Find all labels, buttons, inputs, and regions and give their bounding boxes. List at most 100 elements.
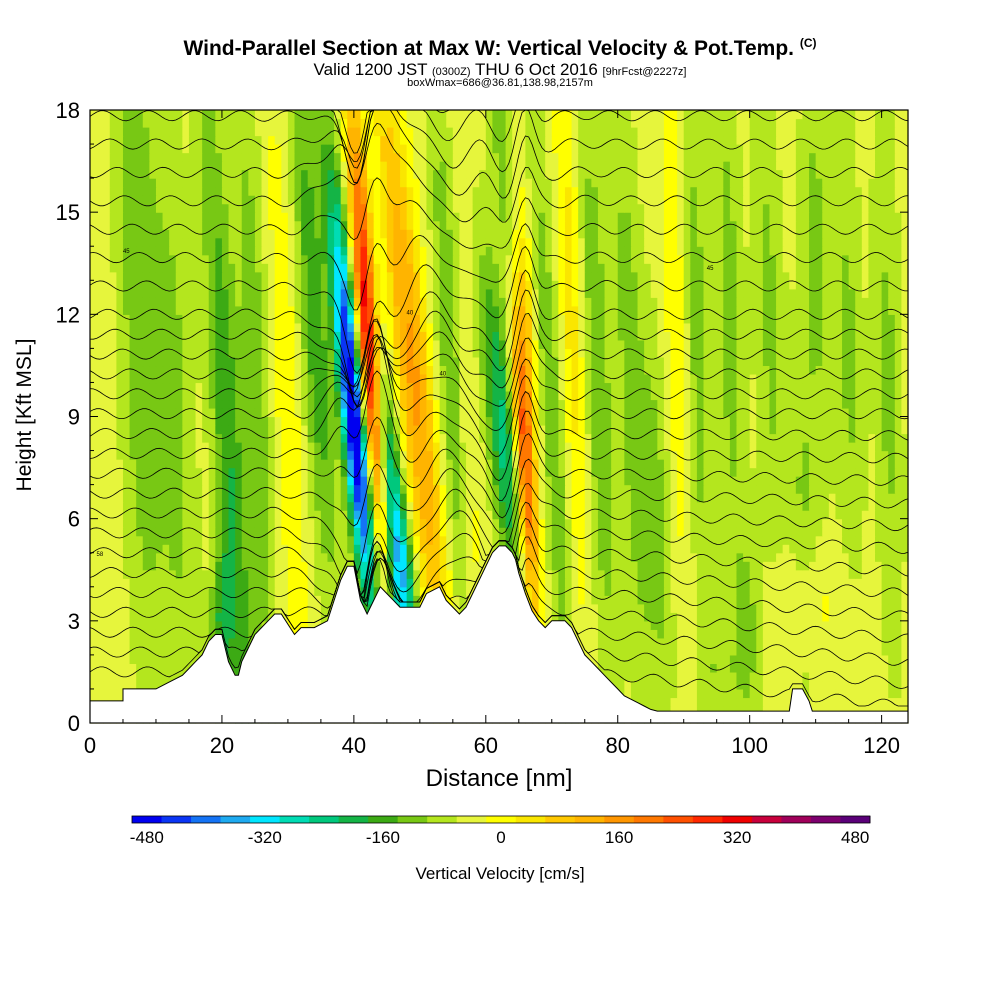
w-cell bbox=[129, 637, 137, 647]
w-cell bbox=[90, 493, 98, 503]
w-cell bbox=[670, 705, 678, 716]
w-cell bbox=[472, 578, 480, 588]
w-cell bbox=[241, 382, 249, 392]
w-cell bbox=[479, 450, 487, 460]
w-cell bbox=[360, 459, 368, 469]
w-cell bbox=[875, 595, 883, 605]
w-cell bbox=[901, 399, 909, 409]
w-cell bbox=[551, 450, 559, 460]
w-cell bbox=[564, 459, 573, 469]
w-cell bbox=[630, 671, 639, 682]
w-cell bbox=[248, 527, 256, 537]
w-cell bbox=[400, 467, 408, 477]
w-cell bbox=[340, 561, 348, 571]
w-cell bbox=[683, 476, 691, 486]
w-cell bbox=[512, 467, 520, 477]
w-cell bbox=[828, 476, 837, 486]
w-cell bbox=[386, 433, 395, 443]
w-cell bbox=[228, 637, 236, 647]
w-cell bbox=[657, 578, 665, 588]
w-cell bbox=[604, 535, 612, 545]
w-cell bbox=[716, 578, 724, 588]
w-cell bbox=[776, 382, 784, 392]
w-cell bbox=[129, 612, 137, 622]
w-cell bbox=[716, 663, 724, 673]
w-cell bbox=[182, 373, 190, 384]
w-cell bbox=[650, 654, 658, 664]
w-cell bbox=[624, 688, 632, 699]
w-cell bbox=[261, 416, 269, 426]
w-cell bbox=[116, 654, 124, 664]
w-cell bbox=[657, 663, 665, 673]
w-cell bbox=[307, 390, 315, 401]
w-cell bbox=[268, 450, 276, 460]
w-cell bbox=[202, 442, 210, 452]
w-cell bbox=[597, 399, 606, 409]
w-cell bbox=[855, 688, 863, 699]
w-cell bbox=[327, 467, 335, 477]
w-cell bbox=[406, 493, 414, 503]
w-cell bbox=[142, 382, 150, 392]
w-cell bbox=[690, 595, 698, 605]
w-cell bbox=[835, 535, 843, 545]
w-cell bbox=[696, 654, 705, 664]
w-cell bbox=[591, 646, 599, 656]
w-cell bbox=[670, 654, 678, 664]
w-cell bbox=[505, 442, 513, 452]
w-cell bbox=[828, 399, 837, 409]
w-cell bbox=[564, 510, 573, 520]
w-cell bbox=[294, 552, 302, 562]
w-cell bbox=[670, 442, 678, 452]
w-cell bbox=[162, 544, 170, 554]
w-cell bbox=[155, 612, 164, 622]
w-cell bbox=[828, 433, 837, 443]
w-cell bbox=[828, 578, 837, 588]
w-cell bbox=[235, 476, 243, 486]
w-cell bbox=[716, 382, 724, 392]
w-cell bbox=[241, 484, 249, 494]
w-cell bbox=[149, 654, 157, 664]
w-cell bbox=[155, 535, 164, 545]
w-cell bbox=[657, 603, 665, 613]
w-cell bbox=[782, 595, 790, 605]
w-cell bbox=[756, 569, 764, 579]
w-cell bbox=[802, 493, 810, 503]
w-cell bbox=[842, 382, 850, 392]
w-cell bbox=[116, 407, 124, 418]
w-cell bbox=[637, 527, 645, 537]
w-cell bbox=[749, 629, 757, 639]
w-cell bbox=[254, 476, 263, 486]
w-cell bbox=[650, 382, 658, 392]
w-cell bbox=[202, 620, 210, 630]
w-cell bbox=[261, 612, 269, 622]
w-cell bbox=[584, 476, 592, 486]
w-cell bbox=[611, 620, 619, 630]
w-cell bbox=[795, 544, 804, 554]
w-cell bbox=[103, 535, 111, 545]
w-cell bbox=[433, 527, 441, 537]
w-cell bbox=[188, 433, 197, 443]
w-cell bbox=[584, 450, 592, 460]
w-cell bbox=[637, 680, 645, 690]
w-cell bbox=[822, 501, 830, 511]
w-cell bbox=[815, 535, 823, 545]
w-cell bbox=[611, 603, 619, 613]
w-cell bbox=[228, 510, 236, 520]
w-cell bbox=[762, 552, 771, 562]
w-cell bbox=[729, 442, 738, 452]
w-cell bbox=[842, 629, 850, 639]
w-cell bbox=[696, 646, 705, 656]
w-cell bbox=[690, 620, 698, 630]
w-cell bbox=[888, 459, 896, 469]
w-cell bbox=[703, 671, 711, 682]
w-cell bbox=[749, 535, 757, 545]
w-cell bbox=[149, 671, 157, 682]
w-cell bbox=[96, 688, 104, 699]
w-cell bbox=[670, 544, 678, 554]
w-cell bbox=[274, 450, 282, 460]
w-cell bbox=[287, 399, 296, 409]
w-cell bbox=[683, 399, 691, 409]
w-cell bbox=[301, 578, 309, 588]
w-cell bbox=[413, 586, 421, 596]
w-cell bbox=[169, 646, 177, 656]
